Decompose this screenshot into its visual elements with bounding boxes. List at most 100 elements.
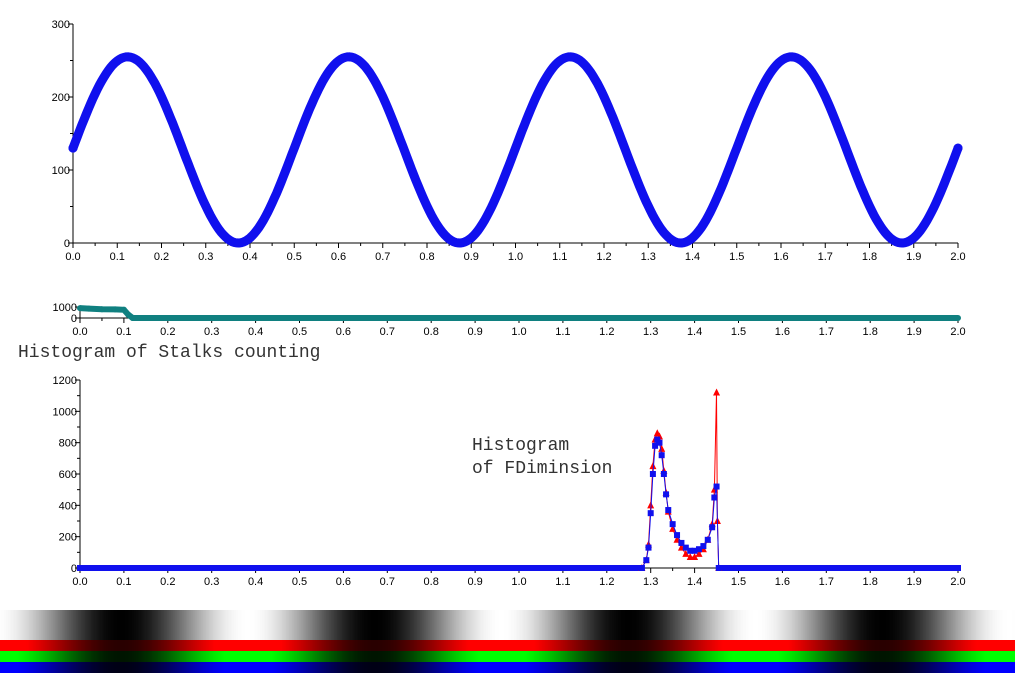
histogram-red-point bbox=[691, 553, 699, 561]
x-tick-label: 1.5 bbox=[729, 251, 744, 263]
histogram-baseline-point bbox=[230, 565, 237, 571]
histogram-baseline-point bbox=[322, 565, 329, 571]
histogram-blue-point bbox=[663, 491, 670, 498]
x-tick-label: 1.6 bbox=[775, 326, 790, 338]
histogram-baseline-point bbox=[911, 565, 918, 571]
histogram-baseline-point bbox=[595, 565, 602, 571]
histogram-baseline-point bbox=[226, 565, 233, 571]
histogram-blue-point bbox=[709, 524, 716, 531]
histogram-baseline-point bbox=[823, 565, 830, 571]
histogram-baseline-point bbox=[129, 565, 136, 571]
histogram-baseline-point bbox=[120, 565, 127, 571]
sine-point bbox=[787, 52, 797, 62]
histogram-baseline-point bbox=[164, 565, 171, 571]
histogram-baseline-point bbox=[445, 565, 452, 571]
histogram-baseline-point bbox=[849, 565, 856, 571]
x-tick-label: 0.1 bbox=[116, 326, 131, 338]
histogram-baseline-point bbox=[507, 565, 514, 571]
histogram-baseline-point bbox=[612, 565, 619, 571]
histogram-baseline-point bbox=[586, 565, 593, 571]
sine-wave-chart: 0.0 0.1 0.2 0.3 0.4 0.5 0.6 0.7 0.8 0.9 1.0 1.1 1.2 1… bbox=[52, 19, 966, 263]
histogram-baseline-point bbox=[472, 565, 479, 571]
x-tick-label: 0.7 bbox=[380, 326, 395, 338]
histogram-baseline-point bbox=[134, 565, 141, 571]
histogram-baseline-point bbox=[915, 565, 922, 571]
y-tick-label: 200 bbox=[52, 92, 70, 104]
histogram-baseline-point bbox=[919, 565, 926, 571]
x-tick-label: 0.0 bbox=[72, 326, 87, 338]
histogram-baseline-point bbox=[836, 565, 843, 571]
y-tick-label: 600 bbox=[59, 469, 77, 481]
histogram-baseline-point bbox=[467, 565, 474, 571]
x-tick-label: 0.0 bbox=[72, 576, 87, 588]
x-tick-label: 0.4 bbox=[248, 326, 263, 338]
histogram-baseline-point bbox=[590, 565, 597, 571]
histogram-baseline-point bbox=[897, 565, 904, 571]
histogram-blue-point bbox=[654, 436, 661, 443]
sine-point bbox=[898, 238, 908, 248]
histogram-blue-point bbox=[674, 532, 681, 539]
histogram-baseline-point bbox=[213, 565, 220, 571]
histogram-baseline-point bbox=[450, 565, 457, 571]
histogram-baseline-point bbox=[186, 565, 193, 571]
histogram-baseline-point bbox=[235, 565, 242, 571]
x-tick-label: 1.5 bbox=[731, 576, 746, 588]
x-tick-label: 1.0 bbox=[508, 251, 523, 263]
histogram-blue-point bbox=[695, 546, 702, 553]
histogram-baseline-point bbox=[867, 565, 874, 571]
histogram-baseline-point bbox=[393, 565, 400, 571]
histogram-baseline-point bbox=[845, 565, 852, 571]
x-tick-label: 1.4 bbox=[685, 251, 700, 263]
histogram-baseline-point bbox=[397, 565, 404, 571]
histogram-baseline-point bbox=[546, 565, 553, 571]
histogram-baseline-point bbox=[542, 565, 549, 571]
histogram-baseline-point bbox=[955, 565, 961, 571]
sine-series-line bbox=[68, 52, 963, 248]
histogram-baseline-point bbox=[731, 565, 738, 571]
histogram-baseline-point bbox=[336, 565, 343, 571]
histogram-baseline-point bbox=[309, 565, 316, 571]
strip-point bbox=[129, 315, 136, 321]
x-tick-label: 1.9 bbox=[906, 576, 921, 588]
histogram-baseline-point bbox=[524, 565, 531, 571]
histogram-baseline-point bbox=[406, 565, 413, 571]
histogram-baseline-point bbox=[766, 565, 773, 571]
histogram-baseline-point bbox=[827, 565, 834, 571]
histogram-baseline-point bbox=[191, 565, 198, 571]
y-tick-label: 400 bbox=[59, 500, 77, 512]
x-tick-label: 0.6 bbox=[331, 251, 346, 263]
histogram-red-point bbox=[682, 549, 690, 557]
histogram-baseline-point bbox=[608, 565, 615, 571]
x-tick-label: 2.0 bbox=[950, 251, 965, 263]
histogram-baseline-point bbox=[366, 565, 373, 571]
histogram-baseline-point bbox=[757, 565, 764, 571]
inset-label-line2: of FDiminsion bbox=[472, 459, 612, 479]
histogram-baseline-point bbox=[494, 565, 501, 571]
histogram-red-point bbox=[713, 388, 721, 396]
x-tick-label: 0.4 bbox=[242, 251, 257, 263]
histogram-baseline-point bbox=[90, 565, 97, 571]
x-tick-label: 0.3 bbox=[204, 326, 219, 338]
histogram-red-point bbox=[686, 553, 694, 561]
histogram-blue-point bbox=[711, 494, 718, 501]
histogram-baseline-point bbox=[353, 565, 360, 571]
histogram-baseline-point bbox=[239, 565, 246, 571]
histogram-baseline-point bbox=[415, 565, 422, 571]
x-tick-label: 1.6 bbox=[773, 251, 788, 263]
histogram-baseline-point bbox=[454, 565, 461, 571]
histogram-baseline-point bbox=[726, 565, 733, 571]
histogram-baseline-point bbox=[893, 565, 900, 571]
histogram-baseline-point bbox=[243, 565, 250, 571]
y-tick-label: 0 bbox=[71, 563, 77, 575]
histogram-baseline-point bbox=[796, 565, 803, 571]
histogram-blue-point bbox=[658, 452, 665, 459]
x-tick-label: 0.2 bbox=[160, 326, 175, 338]
histogram-baseline-point bbox=[533, 565, 540, 571]
x-tick-label: 1.8 bbox=[863, 576, 878, 588]
y-tick-label: 800 bbox=[59, 438, 77, 450]
sine-point bbox=[455, 238, 465, 248]
x-tick-label: 1.2 bbox=[596, 251, 611, 263]
histogram-baseline-point bbox=[529, 565, 536, 571]
histogram-baseline-point bbox=[511, 565, 518, 571]
histogram-baseline-point bbox=[858, 565, 865, 571]
